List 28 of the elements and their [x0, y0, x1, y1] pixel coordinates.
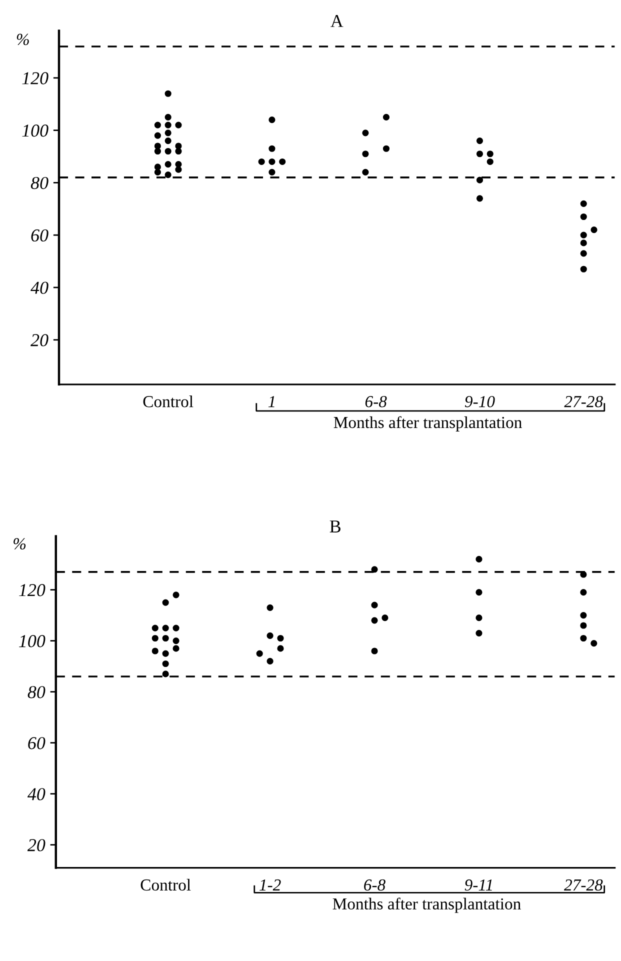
x-tick-label: Control: [143, 396, 194, 408]
x-axis-title: Months after transplantation: [334, 416, 522, 432]
y-tick-label: 20: [27, 839, 46, 852]
y-tick-label: 100: [19, 635, 46, 648]
x-tick-label: 9-11: [464, 879, 492, 891]
y-tick-label: 80: [28, 686, 46, 698]
x-tick-label: 27-28: [564, 879, 603, 891]
y-axis-title: %: [16, 34, 29, 46]
x-tick-label: Control: [140, 878, 191, 891]
y-tick-label: 80: [30, 176, 48, 190]
x-tick-label: 1: [268, 396, 274, 408]
y-tick-label: 60: [31, 229, 48, 242]
x-tick-label: 6-8: [364, 879, 386, 891]
chart-title: A: [330, 14, 344, 27]
x-tick-label: 9-10: [464, 396, 495, 408]
y-tick-label: 40: [30, 282, 48, 294]
x-tick-label: 27-28: [564, 396, 603, 408]
y-tick-label: 40: [27, 788, 46, 800]
x-axis-title: Months after transplantation: [332, 898, 521, 913]
y-tick-label: 20: [30, 334, 48, 346]
chart-title: B: [330, 520, 340, 532]
y-tick-label: 60: [28, 737, 46, 750]
y-axis-title: %: [14, 538, 26, 550]
y-tick-label: 100: [22, 124, 48, 137]
y-tick-label: 120: [19, 584, 46, 596]
y-tick-label: 120: [22, 72, 48, 84]
x-tick-label: 6-8: [365, 396, 387, 408]
x-tick-label: 1-2: [260, 879, 281, 890]
